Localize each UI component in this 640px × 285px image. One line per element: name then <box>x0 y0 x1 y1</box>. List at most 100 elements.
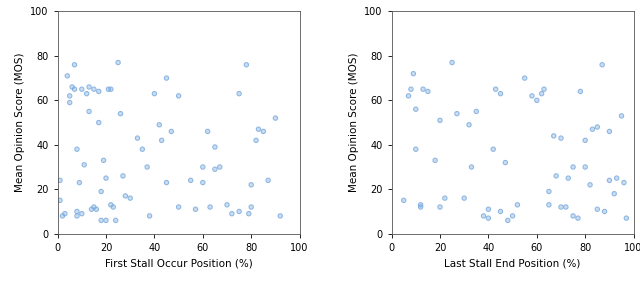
Point <box>270 116 280 120</box>
Point <box>118 174 128 178</box>
Point <box>580 138 590 142</box>
Point <box>423 89 433 94</box>
Point <box>72 147 82 152</box>
Point <box>234 91 244 96</box>
Point <box>508 214 518 218</box>
Point <box>616 114 627 118</box>
Point <box>166 129 177 134</box>
Point <box>65 93 75 98</box>
Point <box>471 109 481 114</box>
Point <box>173 93 184 98</box>
Point <box>210 145 220 149</box>
Point <box>132 136 143 141</box>
Point <box>568 165 578 169</box>
Y-axis label: Mean Opinion Score (MOS): Mean Opinion Score (MOS) <box>15 53 25 192</box>
Point <box>479 214 489 218</box>
Point <box>592 125 602 129</box>
Point <box>67 85 77 89</box>
Point <box>604 129 614 134</box>
Point <box>619 180 629 185</box>
Point <box>459 196 469 200</box>
Point <box>111 218 121 223</box>
Point <box>585 182 595 187</box>
Point <box>452 111 462 116</box>
Point <box>234 91 244 96</box>
Point <box>539 87 549 91</box>
Point <box>106 87 116 91</box>
Point <box>234 209 244 214</box>
Point <box>65 100 75 105</box>
Point <box>563 176 573 180</box>
Point <box>597 62 607 67</box>
Point <box>403 93 413 98</box>
Point <box>81 91 92 96</box>
Point <box>556 205 566 209</box>
Point <box>93 89 104 94</box>
Point <box>89 205 99 209</box>
Point <box>210 145 220 149</box>
Point <box>96 189 106 194</box>
Point <box>619 180 629 185</box>
Point <box>72 209 82 214</box>
Point <box>241 62 252 67</box>
Point <box>106 87 116 91</box>
Point <box>551 174 561 178</box>
Point <box>600 209 610 214</box>
Point <box>600 209 610 214</box>
Point <box>573 216 583 220</box>
Point <box>411 107 421 111</box>
Point <box>483 216 493 220</box>
Point <box>544 203 554 207</box>
Point <box>86 207 97 211</box>
Point <box>108 205 118 209</box>
Point <box>544 203 554 207</box>
Point <box>244 211 254 216</box>
X-axis label: First Stall Occur Position (%): First Stall Occur Position (%) <box>105 258 253 268</box>
Point <box>408 71 419 76</box>
Point <box>561 205 571 209</box>
Point <box>198 165 208 169</box>
Point <box>157 138 167 142</box>
Point <box>246 182 257 187</box>
Point <box>173 205 184 209</box>
Point <box>604 129 614 134</box>
Point <box>512 203 522 207</box>
Point <box>597 62 607 67</box>
Point <box>551 174 561 178</box>
Point <box>205 205 215 209</box>
Point <box>588 127 598 131</box>
Point <box>65 100 75 105</box>
Point <box>495 209 506 214</box>
Point <box>406 87 416 91</box>
Point <box>186 178 196 183</box>
Point <box>84 85 94 89</box>
Point <box>411 147 421 152</box>
Point <box>415 203 426 207</box>
Point <box>244 211 254 216</box>
Point <box>115 111 125 116</box>
Point <box>84 109 94 114</box>
Point <box>125 196 135 200</box>
Point <box>69 87 79 91</box>
Point <box>145 214 155 218</box>
Point <box>467 165 477 169</box>
Point <box>520 76 530 80</box>
Point <box>488 147 499 152</box>
Point <box>580 165 590 169</box>
X-axis label: Last Stall End Position (%): Last Stall End Position (%) <box>444 258 580 268</box>
Point <box>241 62 252 67</box>
Point <box>149 91 159 96</box>
Point <box>604 178 614 183</box>
Point <box>166 129 177 134</box>
Point <box>96 218 106 223</box>
Point <box>93 120 104 125</box>
Point <box>580 138 590 142</box>
Point <box>408 71 419 76</box>
Point <box>154 123 164 127</box>
Point <box>270 116 280 120</box>
Point <box>125 196 135 200</box>
Point <box>258 129 268 134</box>
Point <box>532 98 542 103</box>
Point <box>251 138 261 142</box>
Point <box>81 91 92 96</box>
